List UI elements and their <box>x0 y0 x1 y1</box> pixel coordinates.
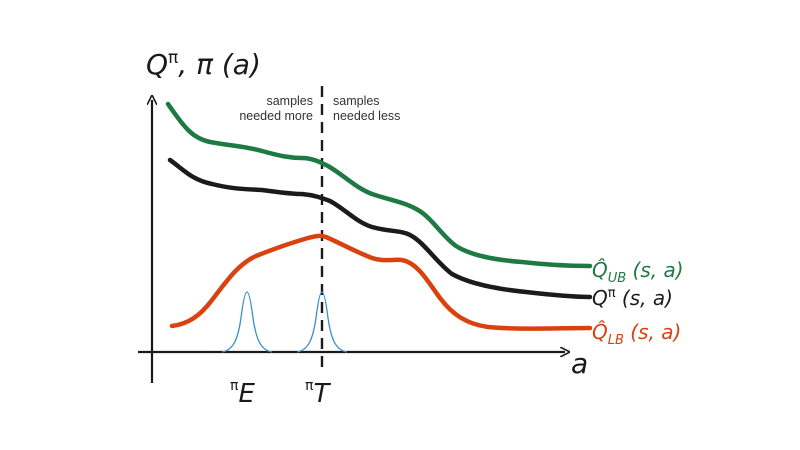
curve-lower-bound <box>169 233 593 331</box>
region-note-right-line1: samples <box>333 94 380 108</box>
region-note-left-line2: needed more <box>239 109 313 123</box>
policy-peak-t <box>296 291 348 353</box>
marker-pi-e: πE <box>230 378 255 409</box>
marker-pi-t: πT <box>305 378 331 409</box>
label-upper-bound: Q̂UB (s, a) <box>592 258 684 286</box>
curve-q-pi <box>167 157 593 300</box>
region-note-right-line2: needed less <box>333 109 400 123</box>
y-axis-label: Qπ, π (a) <box>146 48 261 81</box>
policy-peak-e <box>221 291 273 353</box>
x-axis-label: a <box>571 347 588 380</box>
label-q-pi: Qπ (s, a) <box>592 286 673 310</box>
region-note-left-line1: samples <box>266 94 313 108</box>
label-lower-bound: Q̂LB (s, a) <box>592 320 681 348</box>
curve-upper-bound <box>165 101 593 269</box>
